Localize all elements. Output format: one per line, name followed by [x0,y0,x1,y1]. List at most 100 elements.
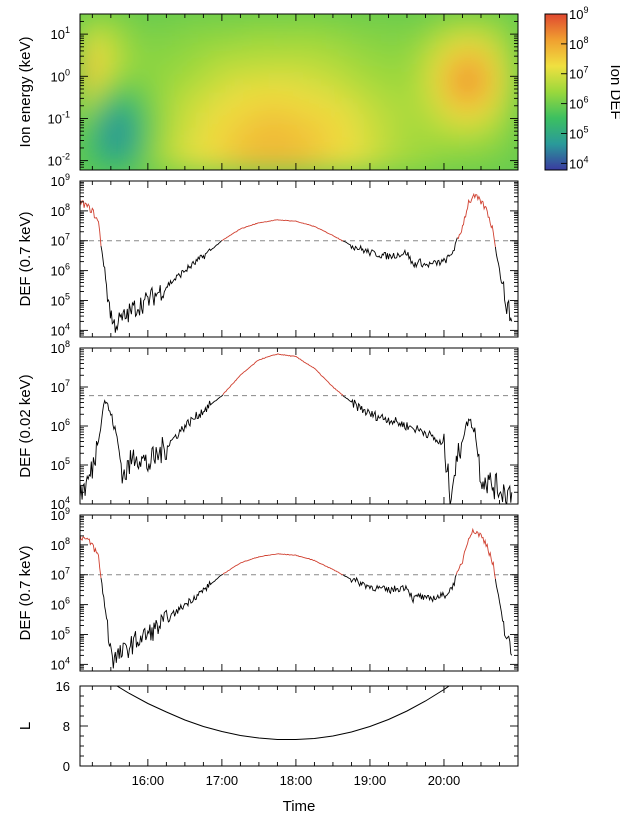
spectrogram-cell [146,124,154,132]
spectrogram-cell [280,20,288,28]
spectrogram-cell [395,104,403,112]
spectrogram-cell [316,124,324,132]
spectrogram-cell [292,150,300,158]
spectrogram-cell [371,20,379,28]
spectrogram-cell [389,163,397,170]
spectrogram-cell [213,78,221,86]
spectrogram-cell [432,39,440,47]
spectrogram-cell [316,111,324,119]
spectrogram-cell [158,52,166,60]
spectrogram-cell [432,20,440,28]
spectrogram-cell [438,117,446,125]
spectrogram-cell [292,111,300,119]
spectrogram-cell [122,150,130,158]
spectrogram-frame [79,13,519,171]
def-0.7-series-above-threshold [221,219,344,242]
spectrogram-cell [298,143,306,151]
spectrogram-cell [195,156,203,164]
spectrogram-cell [158,98,166,106]
spectrogram-cell [207,137,215,145]
spectrogram-cell [474,20,482,28]
spectrogram-cell [365,78,373,86]
spectrogram-cell [109,137,117,145]
spectrogram-cell [316,156,324,164]
spectrogram-cell [182,156,190,164]
spectrogram-cell [170,33,178,41]
spectrogram-cell [328,78,336,86]
spectrogram-cell [80,46,87,54]
spectrogram-cell [170,46,178,54]
spectrogram-cell [505,98,513,106]
spectrogram-cell [462,52,470,60]
spectrogram-cell [152,85,160,93]
spectrogram-cell [493,59,501,67]
spectrogram-cell [164,124,172,132]
spectrogram-cell [292,156,300,164]
spectrogram-cell [122,124,130,132]
spectrogram-cell [225,124,233,132]
spectrogram-cell [462,111,470,119]
spectrogram-cell [255,137,263,145]
spectrogram-cell [426,111,434,119]
spectrogram-cell [328,46,336,54]
spectrogram-cell [85,78,93,86]
spectrogram-cell [134,46,142,54]
spectrogram-cell [201,143,209,151]
spectrogram-cell [438,33,446,41]
spectrogram-cell [213,104,221,112]
spectrogram-cell [468,98,476,106]
spectrogram-cell [353,14,361,21]
spectrogram-cell [304,33,312,41]
spectrogram-cell [237,52,245,60]
spectrogram-cell [201,52,209,60]
spectrogram-cell [316,59,324,67]
spectrogram-cell [176,85,184,93]
spectrogram-cell [341,39,349,47]
spectrogram-cell [432,143,440,151]
spectrogram-cell [505,33,513,41]
spectrogram-cell [116,78,124,86]
spectrogram-cell [201,104,209,112]
spectrogram-cell [170,143,178,151]
spectrogram-cell [377,98,385,106]
xtick-label: 17:00 [206,773,239,788]
spectrogram-cell [371,52,379,60]
spectrogram-cell [505,143,513,151]
spectrogram-cell [91,65,99,73]
def-0.7-series-below-threshold [343,237,458,269]
spectrogram-cell [231,46,239,54]
spectrogram-cell [189,52,197,60]
spectrogram-cell [85,14,93,21]
spectrogram-cell [237,65,245,73]
spectrogram-cell [389,150,397,158]
spectrogram-cell [80,130,87,138]
spectrogram-cell [274,72,282,80]
spectrogram-cell [158,20,166,28]
spectrogram-cell [116,143,124,151]
spectrogram-cell [438,20,446,28]
spectrogram-cell [225,52,233,60]
spectrogram-cell [401,156,409,164]
spectrogram-cell [426,26,434,34]
spectrogram-cell [134,124,142,132]
spectrogram-cell [268,39,276,47]
spectrogram-cell [450,33,458,41]
spectrogram-cell [468,124,476,132]
spectrogram-cell [341,26,349,34]
spectrogram-cell [201,91,209,99]
spectrogram-cell [243,117,251,125]
spectrogram-cell [328,143,336,151]
spectrogram-cell [414,163,422,170]
spectrogram-cell [158,117,166,125]
def-0.02-ytick-label: 105 [51,456,70,473]
spectrogram-cell [481,59,489,67]
spectrogram-cell [493,52,501,60]
spectrogram-cell [134,52,142,60]
spectrogram-cell [219,33,227,41]
spectrogram-cell [122,130,130,138]
spectrogram-cell [493,26,501,34]
spectrogram-cell [341,85,349,93]
spectrogram-cell [414,14,422,21]
spectrogram-cell [292,46,300,54]
